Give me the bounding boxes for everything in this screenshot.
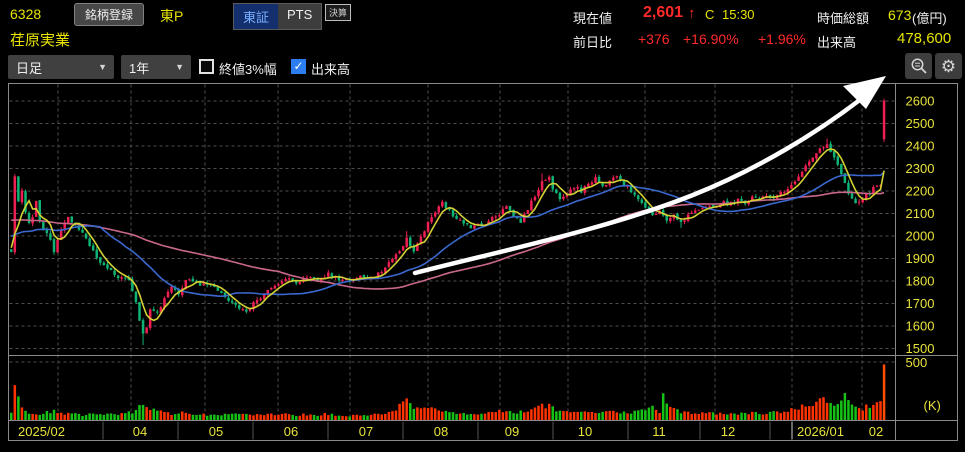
svg-text:1500: 1500 [906, 341, 935, 356]
volume-value: 478,600 [897, 30, 952, 47]
market-cap-unit: (億円) [912, 11, 947, 26]
quote-time: 15:30 [722, 7, 755, 22]
chart-zoom-button[interactable] [905, 53, 932, 79]
change-percent-1: +16.90% [683, 31, 739, 47]
svg-text:500: 500 [906, 355, 928, 370]
svg-text:1800: 1800 [906, 274, 935, 289]
svg-text:2100: 2100 [906, 206, 935, 221]
svg-text:2400: 2400 [906, 139, 935, 154]
settings-button[interactable]: ⚙ [935, 53, 962, 79]
market-cap-value: 673 [888, 7, 912, 23]
svg-text:2200: 2200 [906, 184, 935, 199]
earnings-badge[interactable]: 決算 [325, 4, 352, 21]
svg-text:2300: 2300 [906, 161, 935, 176]
period-select[interactable]: 日足 ▼ [8, 55, 114, 79]
close-3pct-checkbox-label[interactable]: 終値3%幅 [219, 62, 277, 77]
range-select-value: 1年 [129, 60, 150, 76]
y-axis-labels: 2600 2500 2400 2300 2200 2100 2000 1900 1800 1700… [906, 94, 941, 414]
svg-text:08: 08 [434, 424, 448, 439]
svg-text:2500: 2500 [906, 116, 935, 131]
current-price-label: 現在値 [573, 11, 613, 26]
change-value: +376 [638, 31, 670, 47]
change-percent-2: +1.96% [758, 31, 806, 47]
svg-text:1700: 1700 [906, 296, 935, 311]
svg-text:(K): (K) [924, 398, 941, 413]
tab-tse[interactable]: 東証 [234, 4, 279, 29]
volume-checkbox[interactable]: ✓ [291, 59, 306, 74]
ma-line-5 [10, 148, 885, 322]
ma-line-25 [10, 171, 885, 298]
ma-line-75 [11, 191, 885, 290]
range-select[interactable]: 1年 ▼ [121, 55, 191, 79]
current-price-value: 2,601 [643, 4, 684, 21]
svg-text:2025/02: 2025/02 [18, 424, 65, 439]
volume-label: 出来高 [817, 35, 857, 50]
svg-text:10: 10 [578, 424, 592, 439]
svg-text:1900: 1900 [906, 251, 935, 266]
grid [9, 84, 895, 420]
stock-name: 荏原実業 [10, 32, 71, 49]
svg-text:06: 06 [284, 424, 298, 439]
svg-text:2000: 2000 [906, 229, 935, 244]
up-arrow-icon: ↑ [688, 5, 696, 22]
close-flag: C [705, 7, 715, 22]
volume-bars [10, 364, 886, 420]
market-cap-label: 時価総額 [817, 11, 870, 26]
svg-text:2600: 2600 [906, 94, 935, 109]
trend-arrow [412, 76, 886, 276]
market-segment: 東P [160, 8, 184, 24]
volume-checkbox-label[interactable]: 出来高 [311, 62, 351, 77]
change-label: 前日比 [573, 35, 613, 50]
svg-text:11: 11 [652, 424, 666, 439]
x-axis-labels: 2025/02 04 05 06 07 08 09 10 11 12 2026/01 02 [18, 421, 883, 440]
svg-text:05: 05 [209, 424, 223, 439]
chevron-down-icon: ▼ [175, 62, 184, 72]
svg-text:12: 12 [721, 424, 735, 439]
svg-text:04: 04 [133, 424, 147, 439]
svg-text:07: 07 [359, 424, 373, 439]
chart-frame [8, 83, 958, 441]
gear-icon: ⚙ [940, 56, 957, 76]
magnifier-icon [911, 58, 927, 74]
period-select-value: 日足 [16, 60, 43, 76]
svg-text:09: 09 [505, 424, 519, 439]
svg-text:1600: 1600 [906, 319, 935, 334]
candlesticks [10, 98, 886, 346]
chevron-down-icon: ▼ [98, 62, 107, 72]
svg-text:02: 02 [869, 424, 883, 439]
stock-code: 6328 [10, 6, 42, 22]
register-stock-button[interactable]: 銘柄登録 [74, 3, 145, 26]
tab-pts[interactable]: PTS [278, 4, 322, 29]
svg-text:2026/01: 2026/01 [797, 424, 844, 439]
close-3pct-checkbox[interactable] [199, 59, 214, 74]
market-tabs: 東証 PTS [233, 3, 323, 30]
